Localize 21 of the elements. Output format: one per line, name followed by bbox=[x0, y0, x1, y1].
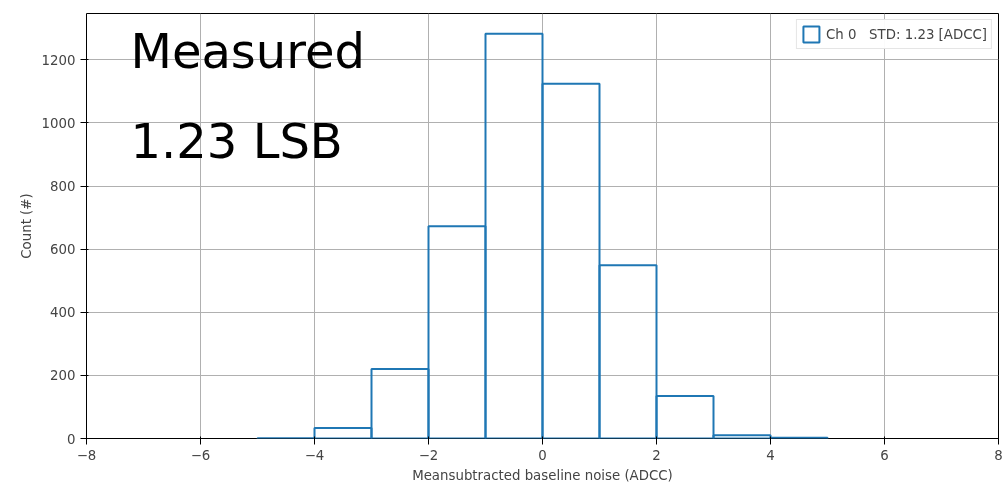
y-tick-label: 1000 bbox=[41, 115, 76, 131]
x-tick-label: −8 bbox=[76, 447, 97, 463]
x-tick-label: −6 bbox=[190, 447, 211, 463]
x-tick-label: 0 bbox=[538, 447, 547, 463]
y-tick-label: 1200 bbox=[41, 52, 76, 68]
x-tick-label: 4 bbox=[766, 447, 775, 463]
legend-label: Ch 0 STD: 1.23 [ADCC] bbox=[825, 26, 987, 42]
annotation: Measured bbox=[130, 22, 365, 79]
y-tick-label: 600 bbox=[50, 242, 76, 258]
y-tick-label: 200 bbox=[50, 368, 76, 384]
x-axis-title: Meansubtracted baseline noise (ADCC) bbox=[412, 467, 673, 483]
x-tick-label: −2 bbox=[418, 447, 439, 463]
annotation: 1.23 LSB bbox=[130, 112, 343, 169]
y-tick-label: 800 bbox=[50, 179, 76, 195]
x-tick-label: 6 bbox=[880, 447, 889, 463]
x-tick-label: 2 bbox=[652, 447, 661, 463]
y-axis-title: Count (#) bbox=[18, 193, 34, 259]
y-tick-label: 0 bbox=[67, 431, 76, 447]
x-tick-label: −4 bbox=[304, 447, 325, 463]
y-tick-label: 400 bbox=[50, 305, 76, 321]
x-tick-label: 8 bbox=[994, 447, 1003, 463]
